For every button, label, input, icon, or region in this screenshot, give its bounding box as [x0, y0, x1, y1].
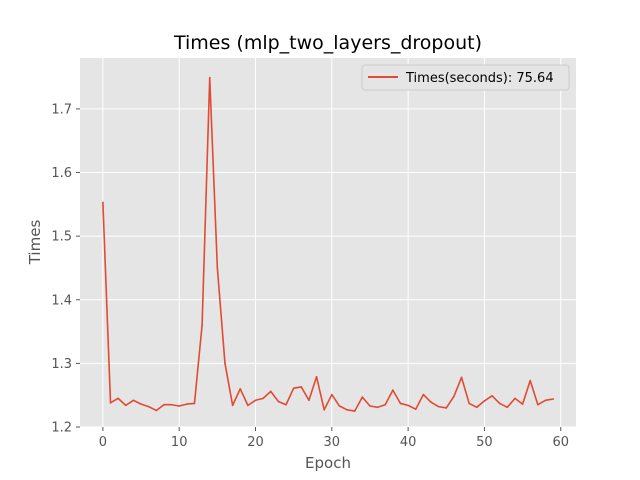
- x-tick-label: 20: [247, 435, 264, 450]
- data-point: [216, 267, 219, 269]
- y-tick-label: 1.6: [51, 166, 72, 181]
- data-point: [346, 409, 348, 411]
- data-point: [460, 376, 463, 379]
- data-point: [521, 403, 524, 405]
- data-point: [186, 403, 188, 405]
- data-point: [323, 409, 325, 411]
- axis-ticks: 0 10 20 30 40 50 60 1.2 1.3 1.4 1.5 1.6 1.7: [51, 102, 569, 450]
- data-point: [514, 397, 516, 400]
- data-point: [193, 402, 196, 405]
- data-point: [498, 402, 501, 405]
- data-point: [262, 397, 264, 400]
- data-point: [430, 401, 432, 403]
- data-point: [468, 402, 470, 405]
- data-point: [292, 387, 295, 389]
- data-point: [414, 408, 417, 410]
- legend-entry-label: Times(seconds): 75.64: [405, 71, 554, 86]
- data-point: [552, 398, 554, 400]
- data-point: [254, 399, 257, 402]
- data-point: [392, 389, 394, 391]
- x-axis-label: Epoch: [305, 454, 351, 472]
- data-point: [338, 405, 341, 407]
- data-point: [170, 403, 173, 406]
- y-tick-label: 1.3: [51, 357, 72, 372]
- data-point: [369, 405, 371, 407]
- data-point: [437, 405, 440, 408]
- data-point: [239, 388, 242, 390]
- data-point: [506, 406, 509, 409]
- x-tick-label: 10: [171, 435, 188, 450]
- legend: Times(seconds): 75.64: [361, 64, 570, 91]
- y-axis-label: Times: [26, 220, 44, 266]
- x-tick-label: 40: [400, 435, 417, 450]
- y-tick-label: 1.5: [51, 230, 72, 245]
- plot-background: [80, 58, 576, 427]
- data-point: [407, 404, 409, 407]
- x-tick-label: 60: [552, 435, 569, 450]
- grid-lines: [80, 58, 576, 428]
- data-point: [399, 402, 402, 405]
- data-point: [140, 403, 142, 405]
- data-point: [147, 405, 150, 408]
- data-point: [544, 399, 547, 402]
- data-point: [109, 402, 112, 404]
- data-point: [178, 405, 180, 407]
- data-point: [201, 324, 203, 327]
- data-point: [269, 390, 272, 393]
- data-point: [384, 403, 387, 406]
- data-point: [361, 396, 364, 398]
- data-point: [155, 409, 158, 412]
- data-point: [124, 404, 127, 407]
- data-point: [163, 403, 165, 406]
- data-point: [537, 403, 539, 406]
- data-point: [353, 410, 356, 412]
- data-point: [331, 393, 333, 396]
- y-tick-label: 1.4: [51, 293, 72, 308]
- data-point: [208, 76, 211, 79]
- data-point: [422, 393, 425, 396]
- x-tick-label: 0: [99, 435, 107, 450]
- data-point: [277, 400, 280, 403]
- data-point: [483, 400, 486, 402]
- x-tick-label: 30: [324, 435, 341, 450]
- data-point: [247, 404, 249, 407]
- data-point: [224, 362, 226, 365]
- data-point: [476, 406, 478, 409]
- y-tick-label: 1.2: [51, 421, 72, 436]
- data-point: [117, 397, 119, 400]
- data-point: [300, 386, 303, 388]
- data-point: [453, 395, 455, 398]
- data-point: [445, 407, 448, 409]
- data-point: [308, 399, 310, 402]
- data-point: [376, 406, 379, 409]
- series-line: [102, 76, 554, 412]
- data-point: [102, 201, 104, 204]
- legend-box: [361, 64, 570, 91]
- data-point: [529, 379, 532, 382]
- data-point: [285, 403, 287, 406]
- chart-title: Times (mlp_two_layers_dropout): [173, 32, 482, 54]
- data-point: [491, 395, 493, 397]
- x-tick-label: 50: [476, 435, 493, 450]
- series-layer: [102, 76, 554, 412]
- data-point: [132, 399, 135, 402]
- data-point: [231, 404, 234, 407]
- data-point: [315, 375, 318, 378]
- y-tick-label: 1.7: [51, 102, 72, 117]
